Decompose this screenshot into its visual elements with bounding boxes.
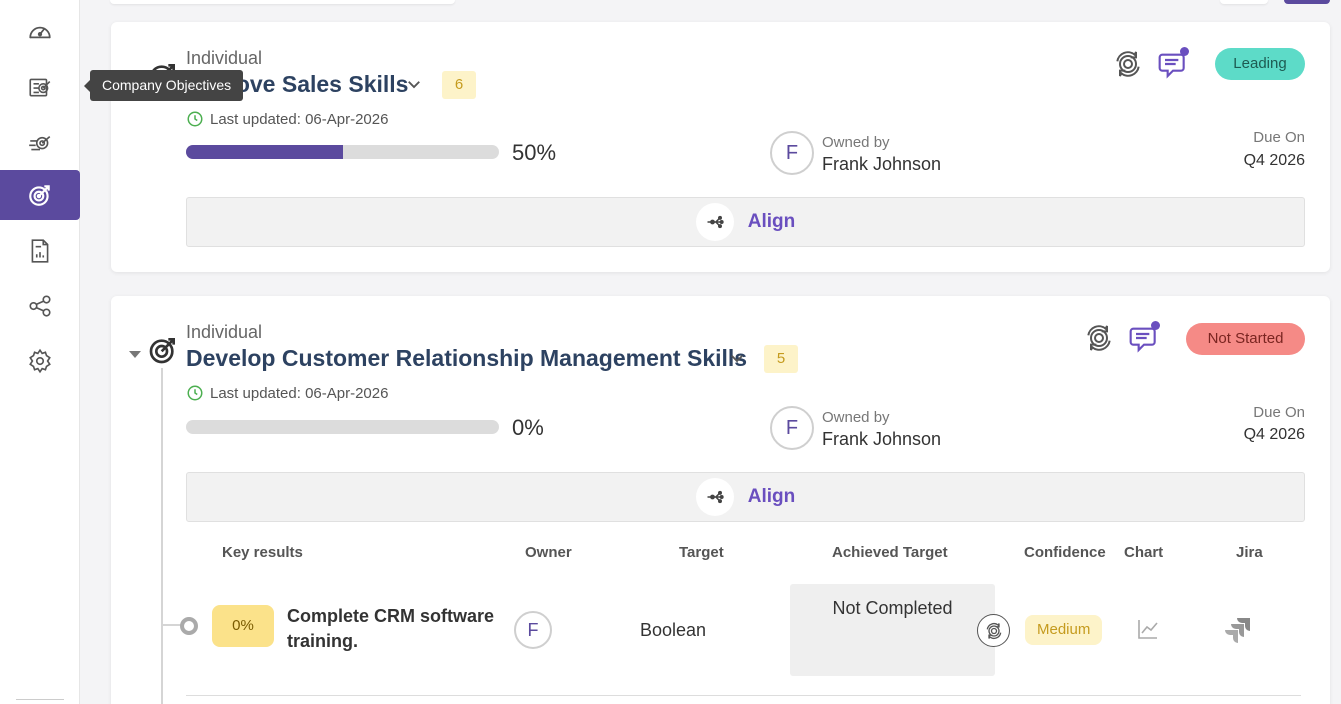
status-badge: Not Started (1186, 323, 1305, 355)
objective-card: Individual Develop Customer Relationship… (111, 296, 1330, 704)
due-on-value: Q4 2026 (1243, 426, 1305, 443)
kr-achieved-target[interactable]: Not Completed (790, 584, 995, 676)
last-updated-text: Last updated: 06-Apr-2026 (210, 110, 389, 128)
kr-header-target: Target (679, 544, 724, 561)
due-on-label: Due On (1253, 404, 1305, 421)
nav-team-objectives[interactable] (0, 117, 80, 167)
notification-dot (1151, 321, 1160, 330)
key-result-count-badge: 5 (764, 345, 798, 373)
kr-target: Boolean (640, 620, 707, 640)
progress-percent: 50% (512, 140, 557, 165)
owned-by-label: Owned by (822, 409, 890, 426)
kr-confidence-badge[interactable]: Medium (1025, 615, 1103, 645)
team-objectives-icon (29, 135, 51, 151)
kr-node (180, 617, 198, 635)
dashboard-icon (29, 26, 51, 39)
chevron-down-icon[interactable] (405, 75, 423, 93)
sidebar-divider (16, 699, 64, 700)
due-on-value: Q4 2026 (1243, 152, 1305, 169)
align-button[interactable]: Align (186, 472, 1305, 522)
nav-my-objectives[interactable] (0, 170, 80, 220)
tree-line (161, 368, 163, 704)
align-label: Align (747, 211, 796, 232)
status-badge: Leading (1215, 48, 1305, 80)
nav-settings[interactable] (0, 336, 80, 386)
clock-icon (187, 385, 203, 401)
collapse-caret-icon[interactable] (129, 351, 141, 358)
my-objectives-icon (29, 185, 50, 206)
kr-header-owner: Owner (525, 544, 572, 561)
avatar[interactable]: F (514, 611, 552, 649)
avatar[interactable]: F (770, 406, 814, 450)
progress-percent: 0% (512, 415, 544, 440)
align-icon (707, 490, 724, 504)
previous-button-edge (1220, 0, 1268, 4)
nav-reports[interactable] (0, 226, 80, 276)
objective-card: Individual Improve Sales Skills 6 Last u… (111, 22, 1330, 272)
check-in-icon[interactable] (1083, 322, 1115, 354)
clock-icon (187, 111, 203, 127)
sidebar (0, 0, 80, 704)
jira-icon[interactable] (1222, 614, 1254, 646)
owned-by-label: Owned by (822, 134, 890, 151)
kr-title[interactable]: Complete CRM software training. (287, 606, 495, 651)
notification-dot (1180, 47, 1189, 56)
reports-icon (31, 239, 49, 263)
chart-icon[interactable] (1136, 617, 1160, 641)
nav-company-objectives[interactable] (0, 62, 80, 112)
comments-icon[interactable] (1128, 322, 1160, 354)
kr-header-chart: Chart (1124, 544, 1164, 561)
nav-dashboard[interactable] (0, 7, 80, 57)
objective-title[interactable]: Develop Customer Relationship Management… (186, 345, 748, 371)
kr-header-confidence: Confidence (1024, 544, 1106, 561)
avatar[interactable]: F (770, 131, 814, 175)
progress-bar (186, 145, 499, 159)
tree-branch (163, 624, 183, 626)
nav-tooltip: Company Objectives (83, 70, 244, 101)
owner-name: Frank Johnson (822, 429, 942, 449)
align-icon-circle (695, 203, 734, 241)
owner-name: Frank Johnson (822, 154, 942, 174)
check-in-icon[interactable] (1112, 48, 1144, 80)
kr-header-achieved-target: Achieved Target (832, 544, 948, 561)
kr-check-in-button[interactable] (977, 614, 1010, 647)
previous-card-edge (110, 0, 455, 4)
kr-progress-badge[interactable]: 0% (212, 605, 274, 647)
previous-primary-button-edge[interactable] (1284, 0, 1330, 4)
key-result-count-badge: 6 (442, 71, 476, 99)
objective-type: Individual (186, 322, 263, 342)
align-icon-circle (695, 478, 734, 516)
last-updated: Last updated: 06-Apr-2026 (186, 384, 388, 402)
comments-icon[interactable] (1157, 48, 1189, 80)
company-objectives-icon (29, 78, 51, 97)
align-button[interactable]: Align (186, 197, 1305, 247)
alignment-icon (29, 295, 51, 317)
settings-icon (29, 348, 51, 374)
objective-type: Individual (186, 48, 263, 68)
progress-bar (186, 420, 499, 434)
check-in-icon (986, 622, 1001, 639)
objective-target-icon (149, 338, 175, 364)
chevron-down-icon[interactable] (728, 349, 746, 367)
due-on-label: Due On (1253, 129, 1305, 146)
row-divider (186, 695, 1301, 696)
align-label: Align (747, 486, 796, 507)
progress-fill (186, 145, 343, 159)
last-updated: Last updated: 06-Apr-2026 (186, 110, 388, 128)
align-icon (707, 215, 724, 229)
last-updated-text: Last updated: 06-Apr-2026 (210, 384, 389, 402)
kr-header-jira: Jira (1236, 544, 1263, 561)
kr-header-key-results: Key results (222, 544, 303, 561)
nav-alignment[interactable] (0, 281, 80, 331)
